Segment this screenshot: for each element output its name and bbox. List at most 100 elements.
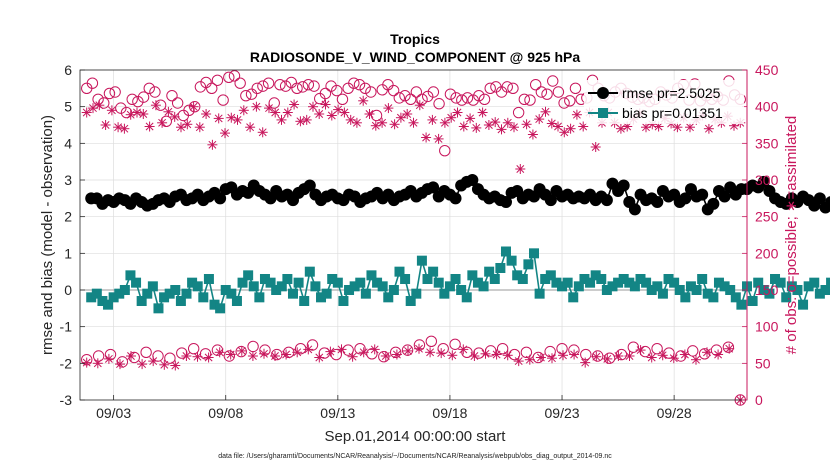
asterisk-stroke	[704, 124, 713, 133]
bias-point	[641, 277, 652, 288]
metric-series	[85, 174, 830, 314]
bias-point	[646, 285, 657, 295]
x-tick-label: 09/18	[432, 405, 467, 421]
bias-point	[613, 277, 624, 288]
asterisk-stroke	[547, 119, 556, 128]
asterisk-stroke	[497, 125, 506, 134]
obs_assimilated_low-point	[380, 351, 391, 361]
obs_assimilated_low-point	[513, 356, 524, 367]
bias-point	[736, 299, 747, 310]
bias-point	[327, 274, 338, 284]
obs_assimilated-point	[245, 122, 256, 133]
asterisk-stroke	[579, 122, 588, 131]
asterisk-stroke	[554, 122, 562, 131]
obs_possible-point	[262, 77, 275, 89]
obs_assimilated-point	[383, 103, 394, 114]
asterisk-stroke	[277, 115, 286, 124]
obs_assimilated-point	[295, 116, 306, 127]
obs_assimilated-point	[270, 107, 281, 118]
obs_possible-point	[126, 93, 138, 106]
asterisk-stroke	[647, 353, 656, 362]
x-axis-label: Sep.01,2014 00:00:00 start	[325, 428, 507, 445]
obs_possible-point	[234, 77, 246, 89]
rmse-point	[303, 179, 316, 192]
rmse-point	[651, 196, 664, 208]
asterisk-stroke	[390, 120, 399, 129]
obs_possible_low-point	[294, 342, 307, 355]
obs_possible-point	[473, 89, 485, 102]
obs_assimilated_low-point	[314, 352, 325, 363]
asterisk-stroke	[703, 348, 711, 357]
asterisk-stroke	[528, 130, 537, 139]
x-tick-label: 09/28	[657, 405, 692, 421]
obs_assimilated-point	[553, 121, 563, 132]
obs_assimilated-point	[496, 124, 507, 135]
obs_assimilated-point	[314, 109, 325, 119]
asterisk-stroke	[334, 105, 343, 114]
obs_assimilated-point	[264, 103, 274, 114]
obs_assimilated_low-point	[691, 354, 701, 365]
obs_possible_low-point	[473, 347, 485, 359]
obs_assimilated-point	[458, 121, 469, 132]
rmse-point	[466, 174, 479, 186]
obs_assimilated-point	[571, 109, 582, 120]
asterisk-stroke	[384, 104, 393, 113]
obs_assimilated-point	[150, 100, 161, 111]
bias-point	[708, 292, 719, 303]
obs_assimilated-point	[308, 101, 318, 112]
asterisk-stroke	[535, 115, 544, 124]
asterisk-stroke	[340, 108, 349, 117]
obs_assimilated-point	[106, 105, 117, 116]
chart-title: Tropics	[390, 31, 440, 47]
bias-point	[231, 296, 242, 306]
rmse-point	[707, 197, 720, 210]
bias-point	[562, 277, 573, 288]
bias-point	[355, 277, 366, 288]
obs_assimilated_low-point	[524, 354, 535, 365]
asterisk-stroke	[82, 108, 91, 117]
bias-point	[142, 288, 153, 299]
obs_assimilated_low-point	[724, 343, 735, 354]
obs_assimilated_low-point	[502, 350, 513, 361]
obs_assimilated-point	[521, 119, 532, 130]
bias-point	[691, 285, 702, 295]
asterisk-stroke	[437, 349, 446, 358]
asterisk-stroke	[572, 110, 581, 119]
bias-point	[360, 288, 371, 299]
asterisk-stroke	[271, 108, 280, 117]
obs_assimilated_low-point	[225, 349, 236, 360]
obs_assimilated-point	[94, 100, 105, 111]
asterisk-stroke	[491, 118, 500, 127]
obs_assimilated-point	[427, 114, 438, 125]
asterisk-stroke	[510, 123, 518, 132]
bias-point	[103, 299, 114, 310]
obs_possible_low-point	[164, 352, 176, 364]
rmse-point	[696, 188, 709, 201]
obs_possible-point	[558, 97, 570, 109]
obs_possible_low-point	[235, 345, 247, 358]
obs_assimilated-point	[339, 107, 350, 118]
legend-marker-rmse	[597, 87, 609, 99]
asterisk-stroke	[434, 134, 443, 143]
obs_possible-point	[444, 88, 457, 100]
bias-point	[568, 292, 579, 303]
left-tick-label: 1	[64, 245, 72, 261]
obs_possible_low-point	[140, 346, 152, 359]
bias-point	[809, 277, 820, 288]
obs_possible_low-point	[306, 339, 319, 351]
asterisk-stroke	[686, 123, 694, 132]
obs_assimilated_low-point	[391, 349, 402, 360]
asterisk-stroke	[560, 128, 569, 137]
obs_assimilated-point	[213, 113, 224, 124]
bias-point	[702, 288, 713, 299]
obs_assimilated-point	[402, 109, 413, 119]
obs_possible_low-point	[92, 350, 105, 362]
asterisk-stroke	[359, 348, 368, 357]
bias-point	[114, 288, 125, 299]
obs_assimilated-point	[527, 129, 538, 140]
asterisk-stroke	[459, 122, 468, 131]
asterisk-stroke	[348, 352, 357, 361]
asterisk-stroke	[193, 352, 202, 361]
obs_assimilated_low-point	[115, 359, 125, 370]
obs_possible-point	[228, 70, 241, 82]
